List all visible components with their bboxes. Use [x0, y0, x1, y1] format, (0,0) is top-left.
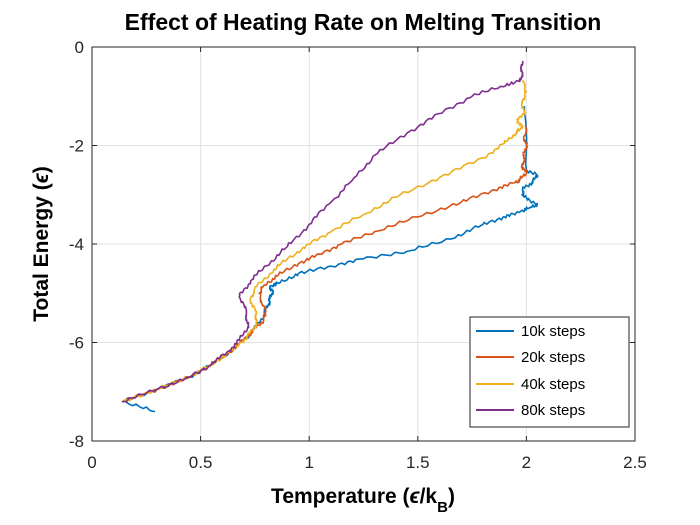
y-axis-label-suffix: ) — [30, 166, 53, 173]
legend: 10k steps 20k steps 40k steps 80k steps — [469, 316, 630, 428]
legend-label-80k-steps: 80k steps — [521, 402, 585, 419]
y-tick-label: -8 — [69, 432, 84, 451]
series-line-40k-steps — [121, 80, 528, 403]
x-tick-label: 2.5 — [623, 453, 647, 472]
x-axis-label-subscript: B — [437, 499, 448, 516]
y-axis-label-prefix: Total Energy ( — [30, 183, 53, 321]
ticks-layer: 0 0.5 1 1.5 2 2.5 0 -2 -4 -6 -8 — [69, 38, 647, 472]
x-axis-label-suffix: ) — [448, 485, 455, 508]
legend-box — [469, 316, 630, 428]
y-tick-label: -6 — [69, 334, 84, 353]
x-tick-label: 1 — [304, 453, 313, 472]
chart-title: Effect of Heating Rate on Melting Transi… — [125, 9, 602, 35]
y-axis-label-symbol: ϵ — [30, 172, 53, 183]
x-tick-label: 1.5 — [406, 453, 430, 472]
x-axis-label-mid: /k — [420, 485, 438, 508]
x-axis-label-prefix: Temperature ( — [271, 485, 409, 508]
y-tick-label: -4 — [69, 235, 84, 254]
x-axis-label-symbol: ϵ — [410, 485, 421, 508]
series-layer — [121, 60, 539, 413]
x-tick-label: 0 — [87, 453, 96, 472]
legend-label-20k-steps: 20k steps — [521, 349, 585, 366]
y-axis-label: Total Energy (ϵ) — [30, 166, 53, 322]
x-axis-label: Temperature (ϵ/kB) — [271, 485, 455, 516]
y-tick-label: -2 — [69, 137, 84, 156]
series-line-80k-steps — [122, 60, 524, 403]
x-tick-label: 2 — [522, 453, 531, 472]
y-tick-label: 0 — [75, 38, 84, 57]
x-tick-label: 0.5 — [189, 453, 213, 472]
legend-label-40k-steps: 40k steps — [521, 376, 585, 393]
legend-label-10k-steps: 10k steps — [521, 323, 585, 340]
